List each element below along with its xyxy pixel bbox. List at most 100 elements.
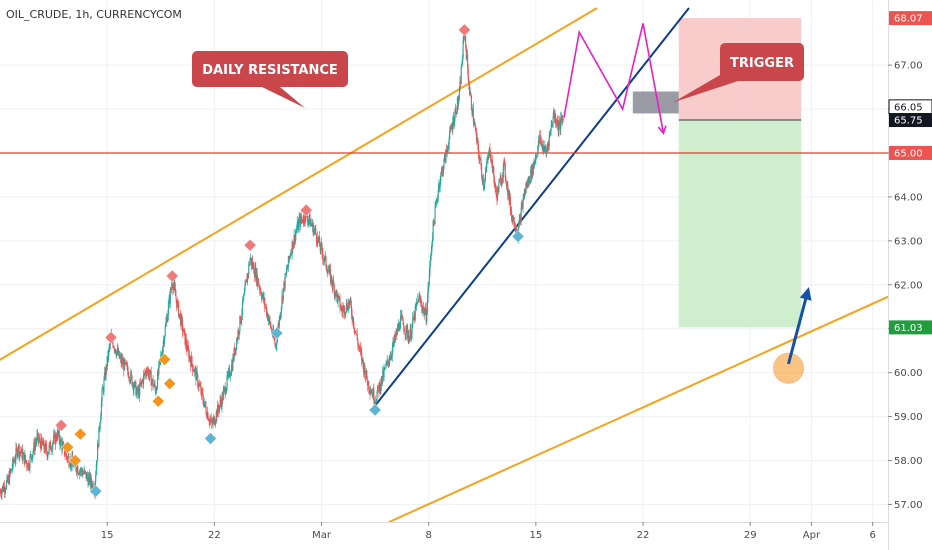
candle-body [144,371,146,374]
candle-body [274,339,276,345]
candle-body [132,383,134,391]
candle-body [296,221,298,230]
candle-body [208,420,210,423]
x-tick-label: Mar [312,530,332,541]
candle-body [309,214,311,227]
candle-body [539,135,541,143]
candle-body [371,392,373,394]
candle-body [53,433,55,436]
candle-body [483,178,485,189]
candle-body [182,331,184,333]
candle-body [39,438,41,444]
candle-body [55,434,57,440]
candle-body [283,281,285,289]
candle-body [322,259,324,261]
candle-body [240,320,242,324]
candle-body [82,473,84,476]
symbol-title: OIL_CRUDE, 1h, CURRENCYCOM [6,8,182,21]
candle-body [34,444,36,452]
candle-body [379,382,381,393]
candle-body [162,347,164,355]
candle-body [197,374,199,387]
candle-body [481,175,483,182]
candle-body [483,183,485,189]
candle-body [403,324,405,332]
candle-body [397,327,399,330]
candle-body [40,443,42,450]
candle-body [446,148,448,152]
candle-body [161,354,163,356]
y-tick-label: 59.00 [894,412,923,423]
candle-body [128,377,130,378]
candle-body [411,324,413,335]
candle-body [271,328,273,333]
candle-body [327,271,329,274]
candle-body [222,390,224,401]
candle-body [126,364,128,366]
candle-body [431,243,433,252]
candle-body [496,196,498,201]
candle-body [169,289,171,304]
candle-body [334,292,336,296]
candle-body [185,338,187,347]
candle-body [416,302,418,303]
candle-body [183,329,185,332]
candle-body [410,334,413,339]
candle-body [237,330,239,340]
candle-body [151,378,154,382]
candle-body [480,159,482,167]
candle-body [21,448,23,460]
candle-body [370,391,372,394]
candle-body [172,286,175,290]
candle-body [508,190,510,202]
candle-body [157,371,159,375]
candle-body [368,389,370,391]
candle-body [130,372,132,376]
candle-body [178,313,180,317]
candle-body [201,389,203,394]
candle-body [8,476,10,484]
candle-body [392,341,394,348]
candle-body [410,329,412,339]
candle-body [485,167,487,173]
candle-body [543,149,545,152]
candle-body [151,381,153,386]
candle-body [222,395,224,401]
candle-body [384,368,386,369]
candle-body [242,300,244,302]
candle-body [526,184,528,188]
candle-body [394,335,397,340]
candle-body [456,97,458,113]
candle-body [14,461,16,462]
candle-body [290,252,293,254]
candle-body [39,438,41,441]
candle-body [146,372,148,374]
candle-body [17,451,19,456]
candle-body [330,275,332,283]
candle-body [206,412,208,418]
candle-body [239,316,242,324]
candle-body [311,224,313,227]
candle-body [26,466,28,469]
candle-body [215,420,217,424]
candle-body [88,474,90,477]
candle-body [247,273,249,275]
candle-body [121,358,123,364]
candle-body [269,321,272,328]
candle-body [544,146,546,150]
candle-body [287,266,289,270]
candle-body [212,419,214,425]
candle-body [336,294,339,303]
candle-body [500,177,502,185]
candle-body [263,298,265,301]
candle-body [107,356,109,361]
candle-body [116,351,118,356]
candle-body [106,356,108,370]
time-axis-bg [0,522,888,550]
candle-body [6,476,8,482]
candle-body [300,216,302,220]
candle-body [195,370,198,381]
candle-body [285,270,287,275]
candle-body [192,364,194,371]
